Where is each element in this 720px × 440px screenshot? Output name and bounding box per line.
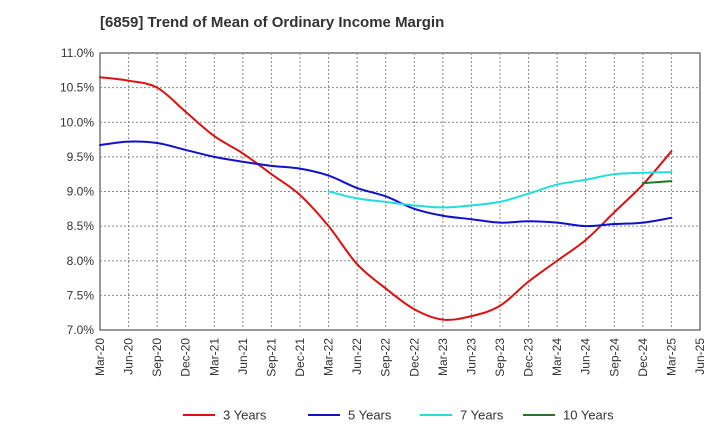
x-tick-label: Dec-20	[179, 338, 193, 377]
grid-layer	[100, 53, 700, 330]
y-tick-label: 9.0%	[67, 185, 95, 199]
x-tick-label: Jun-25	[693, 338, 707, 375]
x-tick-label: Mar-25	[664, 338, 678, 376]
x-tick-label: Mar-20	[93, 338, 107, 376]
x-tick-label: Sep-22	[379, 338, 393, 377]
axis-layer: 7.0% 7.5% 8.0% 8.5% 9.0% 9.5% 10.0% 10.5% 11.0% M…	[60, 46, 707, 377]
legend: 3 Years 5 Years 7 Years 10 Years	[183, 408, 614, 423]
x-tick-label: Jun-23	[464, 338, 478, 375]
x-tick-label: Sep-24	[607, 338, 621, 377]
x-tick-label: Sep-20	[150, 338, 164, 377]
legend-label-3-years: 3 Years	[223, 408, 267, 423]
x-tick-label: Dec-22	[407, 338, 421, 377]
series-line-3-years	[99, 76, 673, 321]
series-layer	[99, 76, 673, 321]
y-tick-label: 8.5%	[67, 219, 95, 233]
x-tick-label: Mar-23	[436, 338, 450, 376]
x-tick-label: Jun-20	[122, 338, 136, 375]
y-tick-label: 7.5%	[67, 288, 95, 302]
y-tick-label: 9.5%	[67, 150, 95, 164]
x-tick-label: Jun-24	[579, 338, 593, 375]
series-line-10-years	[641, 180, 673, 185]
y-tick-label: 10.0%	[60, 115, 94, 129]
x-tick-label: Jun-22	[350, 338, 364, 375]
x-tick-label: Dec-24	[636, 338, 650, 377]
y-tick-label: 8.0%	[67, 254, 95, 268]
y-tick-label: 11.0%	[61, 46, 94, 60]
chart-title: [6859] Trend of Mean of Ordinary Income …	[100, 14, 445, 31]
legend-label-5-years: 5 Years	[348, 408, 392, 423]
series-line-7-years	[327, 171, 673, 209]
x-tick-label: Mar-24	[550, 338, 564, 376]
legend-label-7-years: 7 Years	[460, 408, 504, 423]
y-tick-label: 7.0%	[67, 323, 95, 337]
x-tick-label: Jun-21	[236, 338, 250, 375]
series-line-5-years	[99, 140, 673, 228]
y-tick-label: 10.5%	[60, 81, 94, 95]
x-tick-label: Sep-21	[264, 338, 278, 377]
x-tick-label: Mar-21	[207, 338, 221, 376]
x-tick-label: Dec-21	[293, 338, 307, 377]
legend-label-10-years: 10 Years	[563, 408, 614, 423]
x-tick-label: Sep-23	[493, 338, 507, 377]
x-tick-label: Mar-22	[322, 338, 336, 376]
x-tick-label: Dec-23	[522, 338, 536, 377]
